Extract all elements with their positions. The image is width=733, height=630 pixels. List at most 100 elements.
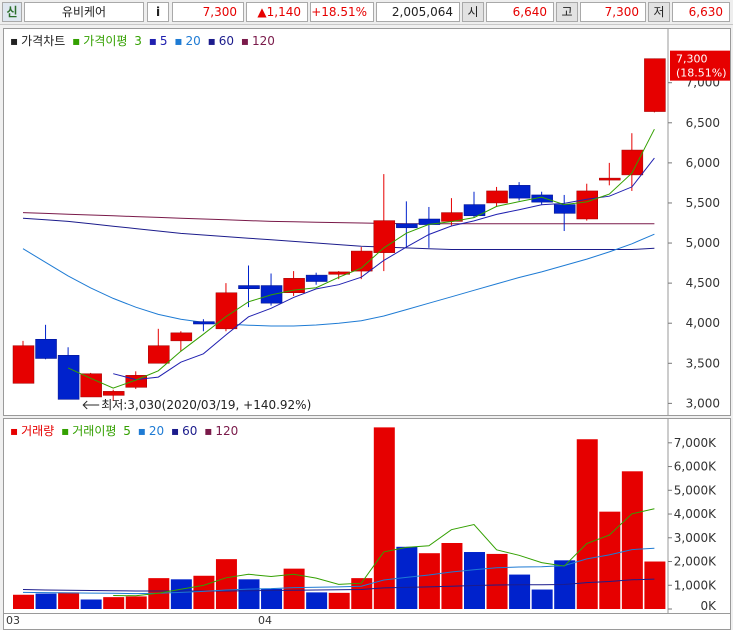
current-price-tag-line1: 7,300 [676,53,708,66]
low-arrow-head [82,400,88,410]
volume-tick-label: 5,000K [674,483,717,497]
candle-body [102,391,125,396]
market-type-icon[interactable]: 신 [2,2,22,22]
price-tick-label: 3,000 [686,396,720,410]
price-legend: ▪ 가격차트 ▪ 가격이평 3 ▪ 5 ▪ 20 ▪ 60 ▪ 120 [10,32,278,48]
volume-chart-panel[interactable]: ▪ 거래량 ▪ 거래이평 5 ▪ 20 ▪ 60 ▪ 120 7,000K 6,000K 5,… [3,418,731,614]
x-label-march: 03 [6,614,20,627]
volume-ma-marker: ▪ [61,424,70,438]
price-legend-marker: ▪ [10,34,19,48]
candle-body [305,274,328,282]
volume-ma60-line [22,578,655,592]
volume-legend-marker: ▪ [10,424,19,438]
volume-bar [486,553,508,609]
volume-tick-label: 0K [700,599,717,613]
ma5-line [113,157,655,381]
candle-body [80,373,102,398]
volume-ma60-marker: ▪ [170,424,180,438]
volume-bar [576,439,598,609]
current-price-tag [670,50,730,81]
price-ma5-marker: ▪ [148,34,157,48]
open-label: 시 [462,2,484,22]
info-button[interactable]: i [147,2,169,22]
open-value: 6,640 [486,2,554,22]
volume-bar [261,588,283,609]
volume-legend-title: 거래량 [21,424,55,438]
volume-ma60-label: 60 [182,424,198,438]
price-ma120-label: 120 [252,34,275,48]
volume-bar [509,574,531,609]
low-value: 6,630 [672,2,730,22]
candle-body [170,332,193,342]
quote-bar: 신 유비케어 i 7,300 ▲1,140 +18.51% 2,005,064 … [0,0,733,25]
price-legend-title: 가격차트 [21,34,66,48]
price-chart-svg[interactable]: 7,0006,5006,0005,5005,0004,5004,0003,500… [4,14,730,415]
volume-bar [644,561,666,609]
price-tick-label: 3,500 [686,356,720,370]
price-chart-panel[interactable]: ▪ 가격차트 ▪ 가격이평 3 ▪ 5 ▪ 20 ▪ 60 ▪ 120 7,000 6,500… [3,14,731,416]
volume-bar [58,592,80,609]
candle-body [463,204,486,217]
price-tick-label: 4,000 [686,316,720,330]
candle-body [396,223,418,229]
price-ma5-label: 5 [159,34,168,48]
volume-bar [238,579,260,609]
volume-chart-svg[interactable]: 7,000K 6,000K 5,000K 4,000K 3,000K 2,000K 1,00… [4,419,730,613]
low-annotation: 최저:3,030(2020/03/19, +140.92%) [101,398,311,412]
price-tick-label: 4,500 [686,276,720,290]
volume-tick-label: 2,000K [674,555,717,569]
volume-bar [306,592,328,609]
volume-bar [396,546,418,609]
ma20-line [22,233,655,327]
volume-tick-label: 4,000K [674,507,717,521]
candle-body [644,58,666,112]
candle-body [508,185,531,199]
candle-body [215,292,238,330]
candle-body [283,278,305,293]
high-value: 7,300 [580,2,646,22]
ma120-line [22,212,655,225]
volume-bar [35,593,57,609]
volume-ma5-label: 5 [123,424,131,438]
price-ma-marker: ▪ [72,34,81,48]
volume-ma20-line [22,547,655,595]
volume-legend: ▪ 거래량 ▪ 거래이평 5 ▪ 20 ▪ 60 ▪ 120 [10,422,241,438]
volume-ma-label: 거래이평 [72,424,117,438]
volume-bar [441,542,463,609]
candle-body [35,338,57,359]
candle-body [148,345,170,364]
volume-ma20-label: 20 [148,424,165,438]
candle-body [238,285,260,289]
trade-volume: 2,005,064 [376,2,460,22]
stock-name-field[interactable]: 유비케어 [24,2,144,22]
candle-body [576,190,598,220]
current-price: 7,300 [172,2,244,22]
price-change: ▲1,140 [246,2,308,22]
candle-body [531,194,553,203]
volume-bar [283,568,305,609]
volume-ma20-marker: ▪ [137,424,146,438]
volume-bar [170,579,192,609]
volume-bar [418,553,440,609]
price-ma60-marker: ▪ [207,34,216,48]
volume-bar [13,594,34,609]
price-ma20-label: 20 [185,34,201,48]
volume-bar [103,597,125,609]
current-price-tag-line2: (18.51%) [676,67,727,80]
volume-bar [193,575,215,609]
volume-tick-label: 3,000K [674,531,717,545]
price-ma60-label: 60 [218,34,235,48]
price-ma3-label: 3 [134,34,142,48]
volume-tick-label: 1,000K [674,578,717,592]
candle-body [351,250,373,272]
price-ma120-marker: ▪ [240,34,249,48]
volume-bar [125,596,147,609]
volume-ma5-line [113,508,655,597]
price-ma-label: 가격이평 [83,34,128,48]
volume-ma120-label: 120 [215,424,239,438]
ma3-line [67,128,655,389]
price-change-percent: +18.51% [310,2,374,22]
volume-ma120-marker: ▪ [204,424,213,438]
candle-body [621,149,644,176]
